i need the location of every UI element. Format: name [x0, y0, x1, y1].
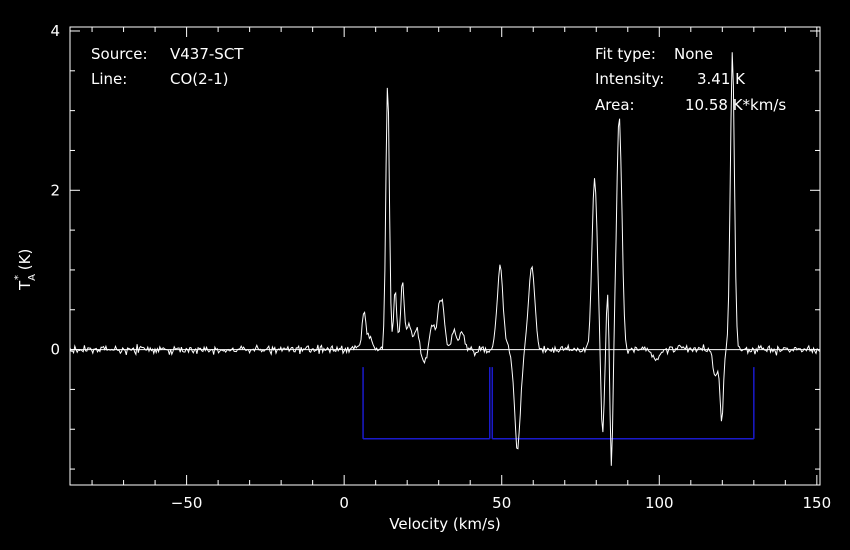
fit-type-value: None — [674, 45, 713, 63]
y-axis-title-main: T — [16, 280, 34, 291]
y-tick-label: 4 — [50, 22, 60, 40]
area-value: 10.58 K*km/s — [685, 96, 786, 114]
y-axis-title-sup: * — [13, 275, 24, 280]
y-axis-title: TA* (K) — [13, 249, 38, 291]
line-label: Line: — [91, 70, 127, 88]
plot-frame — [69, 26, 821, 486]
tick-labels: −50 0 50 100 150 0 2 4 — [50, 22, 831, 512]
fit-type-label: Fit type: — [595, 45, 656, 63]
source-value: V437-SCT — [170, 45, 244, 63]
y-tick-label: 0 — [50, 341, 60, 359]
x-tick-label: 150 — [803, 494, 832, 512]
y-axis-title-sub: A — [27, 274, 38, 281]
x-tick-label: 100 — [645, 494, 674, 512]
intensity-value: 3.41 K — [697, 70, 746, 88]
x-tick-label: −50 — [171, 494, 203, 512]
line-value: CO(2-1) — [170, 70, 228, 88]
area-label: Area: — [595, 96, 635, 114]
x-tick-label: 0 — [339, 494, 349, 512]
x-axis-title: Velocity (km/s) — [389, 515, 500, 533]
source-label: Source: — [91, 45, 148, 63]
y-tick-label: 2 — [50, 181, 60, 199]
baseline-windows — [362, 367, 755, 440]
spectrum-line — [69, 52, 820, 466]
x-tick-label: 50 — [492, 494, 511, 512]
y-axis-title-unit: (K) — [16, 249, 34, 275]
intensity-label: Intensity: — [595, 70, 664, 88]
